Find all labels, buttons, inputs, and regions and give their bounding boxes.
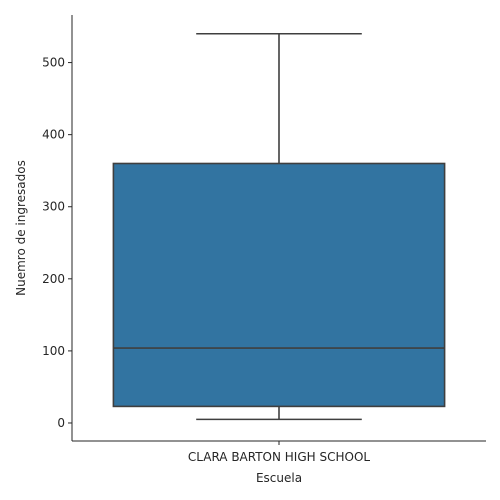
x-tick-label: CLARA BARTON HIGH SCHOOL (188, 450, 371, 464)
iqr-box (112, 162, 446, 408)
y-tick-label: 500 (42, 56, 65, 70)
boxes-layer (112, 32, 446, 421)
y-axis-ticks: 0 100 200 300 400 500 (42, 56, 72, 430)
y-tick-label: 300 (42, 200, 65, 214)
x-axis-ticks: CLARA BARTON HIGH SCHOOL (188, 441, 371, 464)
y-axis-label: Nuemro de ingresados (14, 160, 28, 296)
y-tick-label: 0 (57, 416, 65, 430)
y-tick-label: 100 (42, 344, 65, 358)
y-tick-label: 200 (42, 272, 65, 286)
y-tick-label: 400 (42, 128, 65, 142)
x-axis-label: Escuela (256, 471, 302, 485)
